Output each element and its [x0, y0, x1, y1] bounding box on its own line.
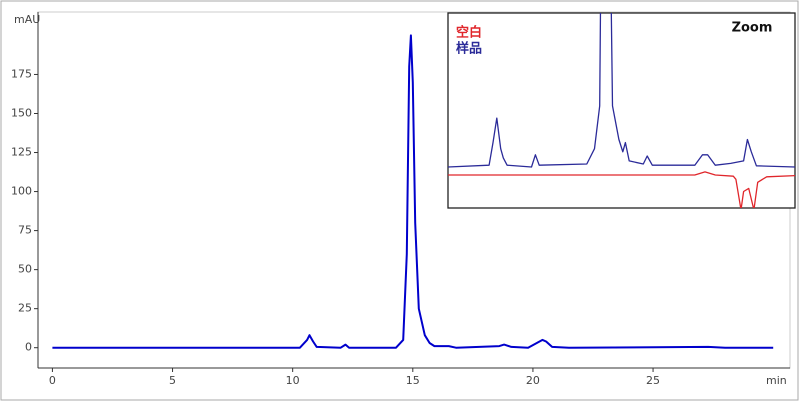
legend-label: 空白 — [456, 25, 482, 41]
x-tick-label: 5 — [169, 374, 176, 387]
y-tick-label: 0 — [25, 341, 32, 354]
y-axis-label: mAU — [14, 13, 40, 26]
y-tick-label: 25 — [18, 302, 32, 315]
x-tick-label: 15 — [406, 374, 420, 387]
trace — [448, 171, 795, 208]
x-tick-label: 20 — [526, 374, 540, 387]
legend-label: 样品 — [456, 41, 482, 57]
y-tick-label: 75 — [18, 224, 32, 237]
inset-frame — [447, 12, 796, 209]
trace — [448, 13, 795, 168]
y-tick-label: 175 — [11, 67, 32, 80]
x-tick-label: 10 — [286, 374, 300, 387]
y-tick-label: 50 — [18, 263, 32, 276]
trace — [52, 34, 774, 349]
y-tick-label: 150 — [11, 106, 32, 119]
y-tick-label: 100 — [11, 185, 32, 198]
x-tick-label: 0 — [49, 374, 56, 387]
y-tick-label: 125 — [11, 146, 32, 159]
inset-title: Zoom — [732, 21, 773, 36]
x-axis-label: min — [766, 374, 787, 387]
x-tick-label: 25 — [646, 374, 660, 387]
